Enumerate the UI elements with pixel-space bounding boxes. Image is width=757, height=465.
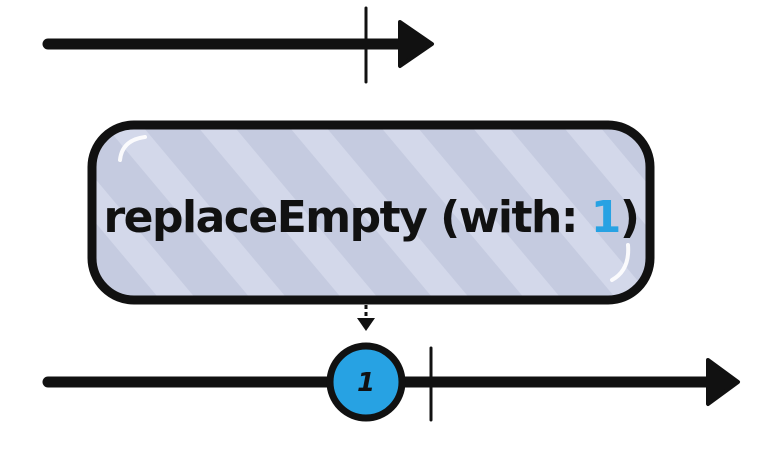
output-timeline-arrowhead [706,358,740,406]
down-arrow-icon [357,318,375,331]
operator-box-highlight-right [610,243,631,282]
operator-box-highlight [118,135,147,162]
output-marble: 1 [326,342,406,422]
output-timeline: 1 [42,342,740,422]
operator-arg-value: 1 [591,192,620,243]
operator-box: replaceEmpty (with: 1) [87,120,655,305]
operator-label: replaceEmpty (with: 1) [103,192,638,243]
input-timeline [42,6,434,84]
output-marble-circle [326,342,406,422]
operator-output-arrow [357,305,375,331]
operator-args-close: ) [620,192,639,243]
operator-name: replaceEmpty [103,192,427,243]
operator-args-open: (with: [426,192,590,243]
operator-box-shape [87,120,655,305]
output-marble-label: 1 [357,368,375,398]
input-timeline-arrowhead [398,20,434,68]
